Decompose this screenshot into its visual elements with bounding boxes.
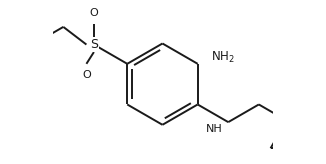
Text: NH: NH bbox=[206, 124, 222, 134]
Text: O: O bbox=[82, 70, 91, 80]
Text: NH$_2$: NH$_2$ bbox=[211, 50, 234, 65]
Text: S: S bbox=[90, 38, 98, 51]
Text: O: O bbox=[90, 8, 98, 18]
